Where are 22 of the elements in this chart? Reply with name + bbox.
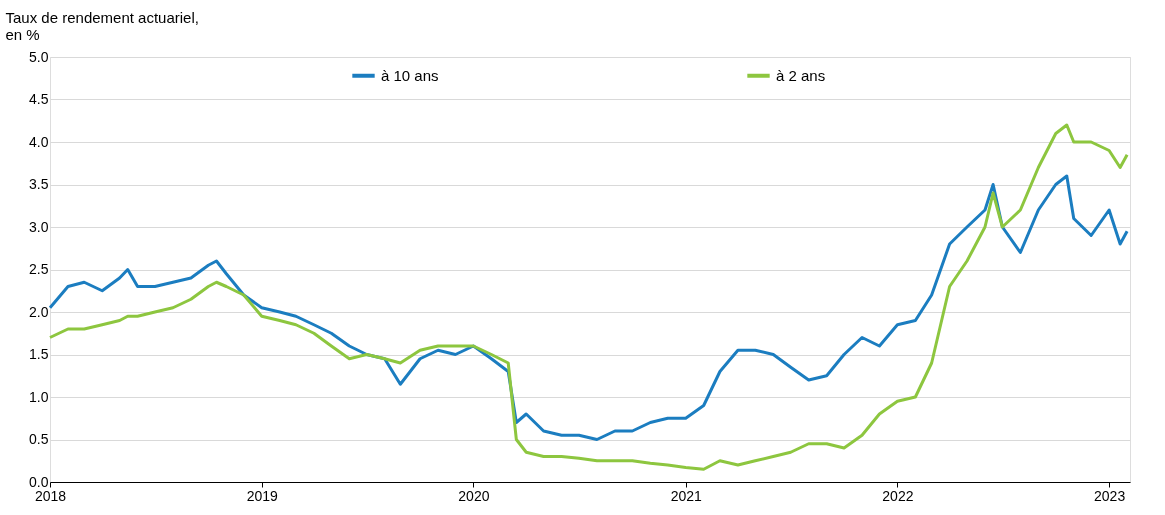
- line-series: [48, 123, 1129, 471]
- legend-label: à 2 ans: [776, 66, 826, 84]
- y-tick-label: 3.5: [29, 176, 49, 192]
- y-tick-label: 2.5: [29, 261, 49, 277]
- y-axis-title: Taux de rendement actuariel, en %: [5, 8, 199, 43]
- y-tick-label: 1.5: [29, 346, 49, 362]
- x-tick-label: 2023: [1094, 487, 1126, 504]
- x-tick-label: 2018: [34, 487, 67, 504]
- y-tick-label: 0.0: [29, 473, 49, 490]
- x-tick-label: 2020: [458, 487, 490, 504]
- line-series: [48, 174, 1129, 441]
- y-tick-label: 4.0: [29, 133, 49, 150]
- x-tick-label: 2022: [882, 487, 914, 504]
- x-tick-label: 2021: [670, 487, 702, 504]
- y-tick-label: 0.5: [29, 431, 49, 447]
- y-tick-label: 2.0: [29, 303, 49, 320]
- x-tick-label: 2019: [246, 487, 278, 504]
- y-tick-label: 5.0: [29, 48, 49, 65]
- legend-label: à 10 ans: [381, 66, 439, 84]
- y-tick-label: 4.5: [29, 91, 49, 107]
- y-tick-label: 3.0: [29, 218, 49, 235]
- y-tick-label: 1.0: [29, 388, 49, 405]
